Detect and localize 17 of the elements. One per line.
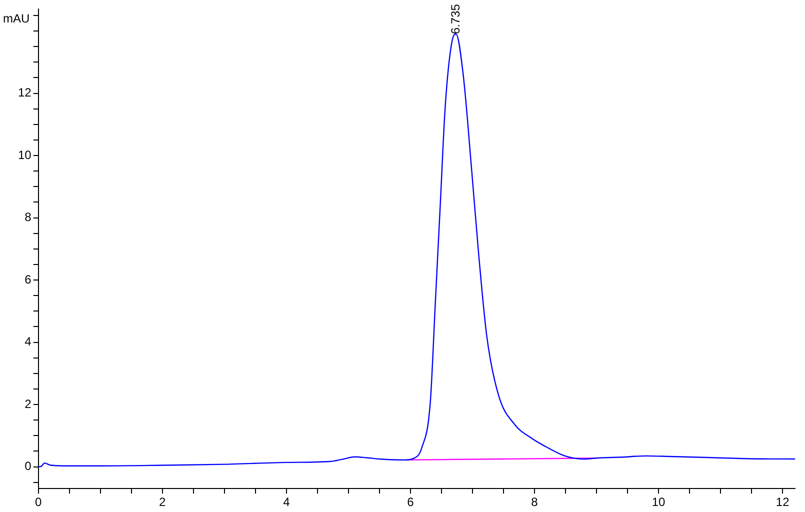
y-tick-label: 2	[24, 396, 32, 411]
annotation: 6.735	[448, 4, 462, 34]
line-series	[38, 34, 795, 468]
y-tick-label: 4	[24, 334, 32, 349]
y-tick-label: 6	[24, 272, 32, 286]
y-tick-label: 10	[18, 148, 32, 162]
x-tick-label: 2	[159, 495, 166, 510]
x-tick-label: 6	[407, 495, 414, 510]
y-tick-label: 8	[24, 210, 32, 224]
y-tick-label: 0	[24, 459, 32, 474]
x-tick-label: 0	[35, 495, 42, 510]
x-tick-label: 12	[776, 495, 790, 510]
x-tick-label: 4	[283, 495, 290, 510]
x-tick-label: 8	[531, 495, 538, 510]
y-tick-label: 12	[18, 86, 32, 100]
x-tick-label: 10	[652, 495, 666, 510]
y-axis-title: mAU	[3, 12, 30, 26]
